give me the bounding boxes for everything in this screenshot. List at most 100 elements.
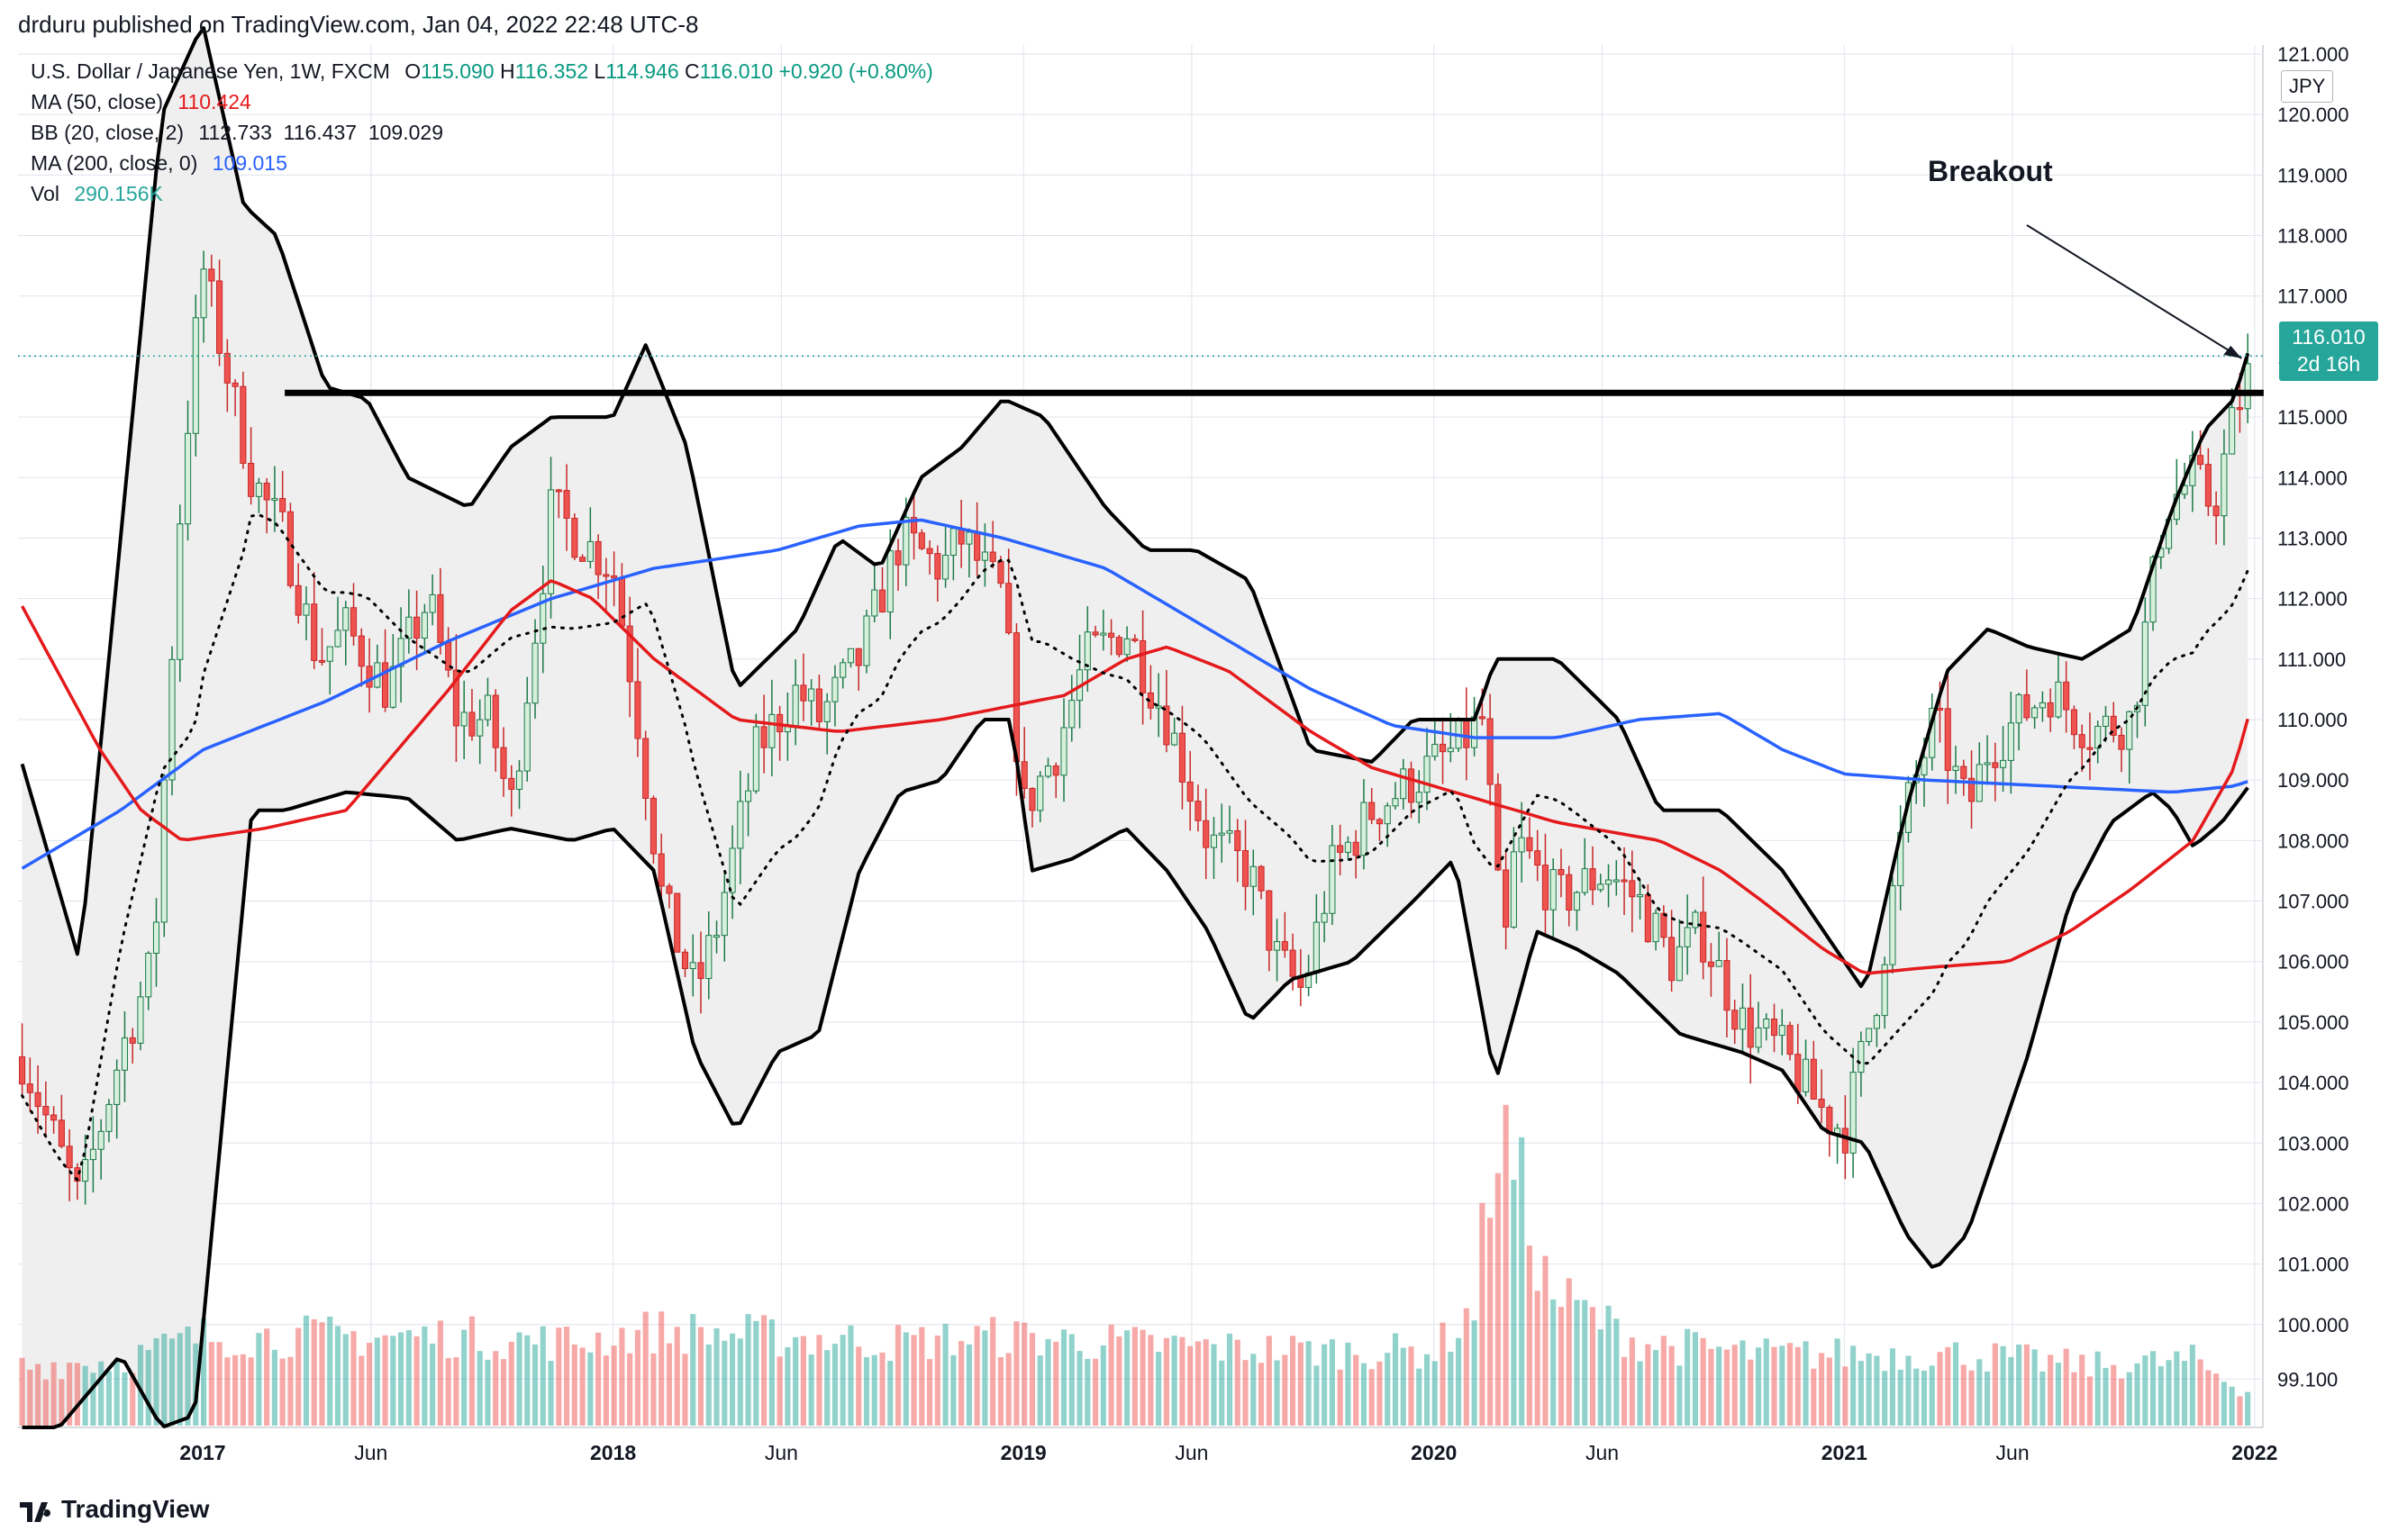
candle-body bbox=[1052, 765, 1059, 776]
candle-body bbox=[1368, 802, 1376, 820]
time-tick-label: 2017 bbox=[179, 1441, 225, 1464]
candle-body bbox=[1123, 638, 1131, 656]
candle-body bbox=[1597, 883, 1604, 891]
volume-bar bbox=[958, 1341, 965, 1426]
candle-body bbox=[2015, 693, 2022, 724]
volume-bar bbox=[1511, 1179, 1517, 1426]
candle-body bbox=[1810, 1058, 1817, 1100]
volume-bar bbox=[303, 1315, 310, 1426]
candle-body bbox=[1447, 747, 1454, 753]
volume-bar bbox=[168, 1338, 176, 1426]
open-label: O bbox=[404, 59, 422, 83]
ma200-label[interactable]: MA (200, close, 0) bbox=[31, 151, 198, 175]
candle-body bbox=[295, 584, 302, 616]
volume-bar bbox=[2237, 1396, 2243, 1426]
candle-body bbox=[1084, 631, 1091, 671]
volume-bar bbox=[1613, 1318, 1620, 1426]
change-value: +0.920 (+0.80%) bbox=[778, 59, 933, 83]
candle-body bbox=[1258, 865, 1265, 892]
candle-body bbox=[1455, 718, 1462, 749]
volume-bar bbox=[232, 1354, 239, 1426]
candle-body bbox=[1841, 1128, 1849, 1154]
volume-bar bbox=[1282, 1354, 1288, 1426]
candle-body bbox=[1952, 765, 1959, 771]
volume-bar bbox=[1416, 1368, 1422, 1426]
volume-bar bbox=[67, 1363, 73, 1426]
vol-label[interactable]: Vol bbox=[31, 182, 59, 205]
candle-body bbox=[1936, 708, 1944, 711]
candle-body bbox=[2118, 734, 2125, 750]
volume-bar bbox=[863, 1356, 870, 1426]
candle-body bbox=[1044, 765, 1052, 777]
candle-body bbox=[42, 1106, 50, 1116]
candle-body bbox=[808, 688, 815, 702]
candle-body bbox=[831, 676, 839, 702]
volume-bar bbox=[659, 1311, 665, 1426]
volume-bar bbox=[382, 1335, 388, 1426]
volume-bar bbox=[768, 1319, 775, 1426]
candle-body bbox=[768, 713, 776, 748]
volume-bar bbox=[1692, 1332, 1698, 1426]
candle-body bbox=[1802, 1058, 1810, 1092]
candle-body bbox=[460, 711, 468, 727]
volume-bar bbox=[966, 1344, 972, 1426]
candle-body bbox=[192, 317, 199, 434]
candle-body bbox=[689, 962, 696, 970]
candle-body bbox=[2055, 681, 2062, 718]
price-axis[interactable]: 121.000120.000119.000118.000117.000116.0… bbox=[2277, 43, 2349, 1391]
candle-body bbox=[2023, 693, 2030, 719]
volume-bar bbox=[1708, 1348, 1714, 1426]
volume-bar bbox=[1921, 1370, 1928, 1426]
volume-bar bbox=[19, 1357, 25, 1426]
candle-body bbox=[263, 482, 270, 501]
candle-body bbox=[1921, 756, 1928, 775]
volume-bar bbox=[713, 1327, 720, 1426]
symbol-label[interactable]: U.S. Dollar / Japanese Yen, 1W, FXCM bbox=[31, 59, 390, 83]
volume-bar bbox=[887, 1361, 894, 1426]
volume-bar bbox=[74, 1363, 80, 1426]
volume-bar bbox=[1322, 1344, 1328, 1426]
volume-bar bbox=[287, 1356, 294, 1426]
candle-body bbox=[168, 658, 176, 781]
tradingview-logo[interactable]: TradingView bbox=[20, 1495, 209, 1524]
currency-badge[interactable]: JPY bbox=[2281, 70, 2334, 103]
candle-body bbox=[1566, 874, 1573, 911]
candle-body bbox=[1478, 716, 1485, 720]
price-tick-label: 121.000 bbox=[2277, 43, 2349, 66]
price-tick-label: 117.000 bbox=[2277, 285, 2348, 308]
time-axis[interactable]: 2017 Jun 2018 Jun 2019 Jun 2020 Jun 2021 Jun 2022 bbox=[179, 1441, 2277, 1464]
volume-bar bbox=[1803, 1341, 1809, 1426]
volume-bar bbox=[1085, 1358, 1091, 1426]
volume-bar bbox=[840, 1335, 846, 1426]
volume-bar bbox=[2118, 1378, 2125, 1426]
volume-bar bbox=[1874, 1355, 1880, 1426]
volume-bar bbox=[311, 1318, 317, 1426]
volume-bar bbox=[879, 1352, 886, 1426]
time-tick-label: Jun bbox=[1175, 1441, 1208, 1464]
ma50-label[interactable]: MA (50, close) bbox=[31, 90, 163, 113]
price-tick-label: 100.000 bbox=[2277, 1314, 2349, 1336]
candle-body bbox=[1384, 805, 1391, 825]
legend-ma200-row: MA (200, close, 0) 109.015 bbox=[31, 148, 933, 178]
volume-bar bbox=[2189, 1345, 2195, 1426]
volume-bar bbox=[1368, 1369, 1375, 1426]
candle-body bbox=[2149, 557, 2157, 623]
volume-bar bbox=[1913, 1368, 1920, 1426]
volume-bar bbox=[516, 1332, 522, 1426]
candle-body bbox=[311, 603, 318, 661]
volume-bar bbox=[666, 1343, 673, 1426]
price-tick-label: 109.000 bbox=[2277, 769, 2349, 792]
candle-body bbox=[2221, 453, 2228, 517]
volume-bar bbox=[1353, 1354, 1359, 1426]
time-tick-label: 2022 bbox=[2231, 1441, 2277, 1464]
candle-body bbox=[1541, 865, 1549, 910]
candle-body bbox=[895, 550, 902, 566]
volume-bar bbox=[548, 1361, 554, 1426]
volume-bar bbox=[2055, 1363, 2061, 1426]
price-tick-label: 111.000 bbox=[2277, 648, 2346, 671]
candle-body bbox=[1866, 1028, 1873, 1042]
candle-body bbox=[1558, 869, 1565, 875]
low-value: 114.946 bbox=[605, 59, 679, 83]
bb-label[interactable]: BB (20, close, 2) bbox=[31, 121, 185, 144]
